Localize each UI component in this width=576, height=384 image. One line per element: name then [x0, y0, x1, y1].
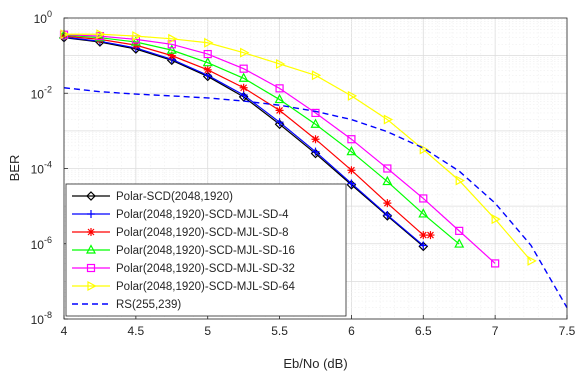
data-point: [383, 211, 392, 220]
x-tick-label: 5.5: [271, 324, 288, 338]
data-point: [166, 44, 177, 54]
data-point: [202, 56, 213, 67]
data-point: [275, 58, 286, 69]
x-tick-label: 6.5: [415, 324, 432, 338]
data-point: [311, 147, 320, 156]
legend-label: Polar(2048,1920)-SCD-MJL-SD-16: [116, 245, 295, 257]
data-point: [203, 65, 212, 74]
data-point: [239, 90, 248, 99]
data-point: [382, 175, 393, 186]
legend-item: Polar-SCD(2048,1920): [72, 191, 233, 203]
legend-item: Polar(2048,1920)-SCD-MJL-SD-32: [72, 263, 295, 275]
data-point: [527, 255, 537, 266]
y-tick-label: 10-6: [31, 235, 52, 252]
data-point: [275, 118, 284, 127]
legend-label: Polar(2048,1920)-SCD-MJL-SD-64: [116, 281, 296, 293]
data-point: [455, 226, 464, 235]
legend-item: Polar(2048,1920)-SCD-MJL-SD-16: [72, 244, 295, 257]
data-point: [383, 199, 392, 208]
data-point: [239, 83, 248, 92]
x-tick-label: 5: [204, 324, 211, 338]
data-point: [346, 145, 357, 156]
y-axis-title: BER: [7, 155, 22, 182]
legend-item: Polar(2048,1920)-SCD-MJL-SD-4: [72, 209, 289, 221]
legend-label: Polar(2048,1920)-SCD-MJL-SD-32: [116, 263, 295, 275]
data-point: [86, 191, 96, 201]
legend-item: RS(255,239): [72, 299, 181, 311]
x-axis-title: Eb/No (dB): [283, 356, 347, 371]
legend-label: RS(255,239): [116, 299, 181, 311]
x-tick-label: 6: [348, 324, 355, 338]
data-point: [347, 166, 356, 175]
legend-label: Polar-SCD(2048,1920): [116, 191, 233, 203]
series-line: [63, 35, 431, 236]
series-6: [63, 87, 568, 309]
data-point: [132, 31, 142, 42]
data-point: [454, 238, 465, 248]
data-point: [491, 259, 500, 268]
data-point: [347, 179, 356, 188]
data-point: [426, 231, 435, 240]
data-point: [311, 70, 322, 81]
data-point: [311, 108, 320, 118]
data-point: [275, 84, 284, 93]
series-line: [63, 34, 460, 245]
data-point: [419, 194, 428, 203]
data-point: [418, 208, 429, 218]
legend-item: Polar(2048,1920)-SCD-MJL-SD-8: [72, 227, 289, 239]
x-tick-label: 7.5: [559, 324, 576, 338]
data-point: [275, 106, 284, 115]
data-point: [87, 228, 95, 236]
data-point: [204, 37, 214, 48]
data-point: [311, 135, 320, 144]
data-point: [96, 29, 106, 40]
data-point: [167, 51, 176, 60]
tick-layer: 4 4.5 5 5.5 6 6.5 7 7.5 10-8 10-6 10-4 10-2 100: [31, 9, 576, 338]
data-point: [419, 241, 428, 250]
x-tick-label: 4: [61, 324, 68, 338]
data-point: [168, 33, 178, 44]
data-point: [239, 64, 248, 73]
y-tick-label: 10-8: [31, 310, 52, 327]
legend-item: Polar(2048,1920)-SCD-MJL-SD-64: [72, 281, 296, 293]
data-point: [60, 29, 70, 40]
series-line: [63, 87, 568, 309]
x-tick-label: 4.5: [128, 324, 145, 338]
y-tick-label: 10-2: [31, 84, 52, 101]
data-point: [87, 281, 97, 291]
legend-box: [65, 183, 347, 317]
y-tick-label: 10-4: [31, 160, 52, 177]
data-point: [86, 244, 96, 254]
data-point: [94, 31, 105, 42]
series-line: [64, 33, 532, 262]
data-point: [455, 175, 465, 186]
data-point: [491, 214, 501, 225]
data-point: [240, 47, 250, 58]
data-point: [383, 114, 394, 125]
data-point: [383, 164, 392, 173]
data-point: [130, 36, 141, 46]
data-point: [274, 93, 285, 104]
data-point: [238, 72, 249, 82]
legend: Polar-SCD(2048,1920) Polar(2048,1920)-SCD…: [65, 183, 347, 317]
legend-label: Polar(2048,1920)-SCD-MJL-SD-8: [116, 227, 289, 239]
legend-label: Polar(2048,1920)-SCD-MJL-SD-4: [116, 209, 289, 221]
series-layer: [59, 29, 568, 309]
data-point: [419, 231, 428, 240]
data-point: [86, 263, 96, 273]
data-point: [203, 49, 212, 59]
data-point: [347, 90, 358, 101]
data-point: [87, 210, 95, 218]
data-point: [347, 135, 356, 144]
data-point: [419, 144, 430, 155]
series-5: [60, 29, 537, 266]
series-3: [59, 29, 465, 248]
series-line: [63, 34, 496, 264]
data-point: [274, 119, 285, 130]
data-point: [310, 118, 321, 128]
y-tick-label: 100: [34, 9, 52, 26]
x-tick-label: 7: [492, 324, 499, 338]
